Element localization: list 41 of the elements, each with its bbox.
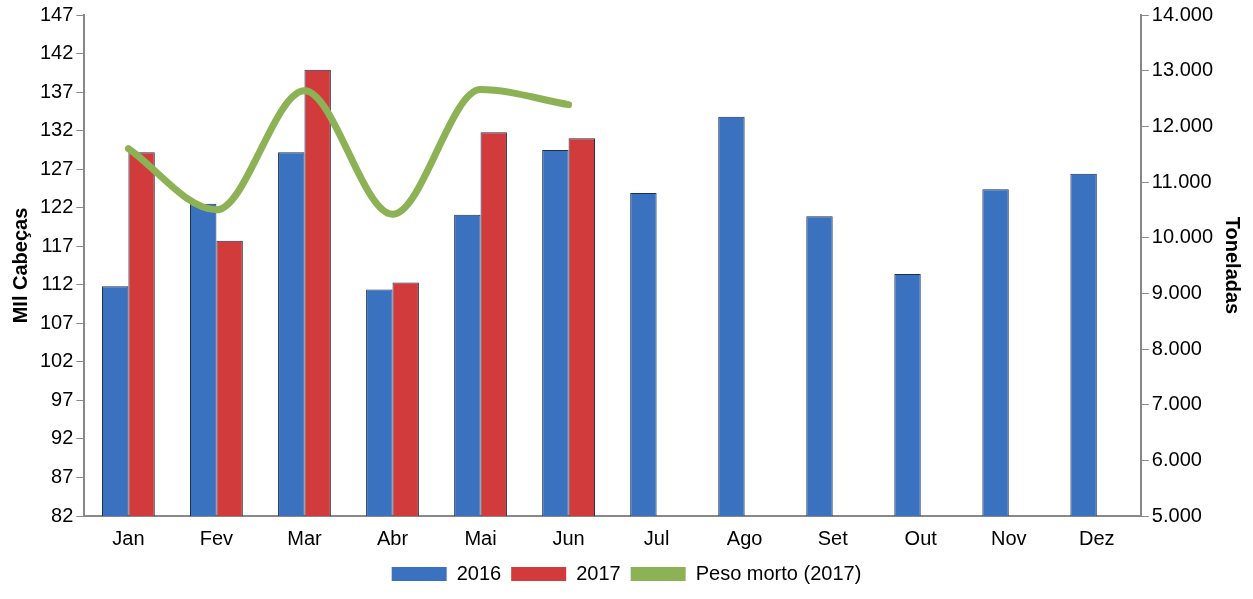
x-tick-label: Fev bbox=[199, 526, 234, 549]
legend-label: 2017 bbox=[576, 561, 621, 584]
x-tick-label: Jan bbox=[112, 526, 145, 549]
x-tick-label: Ago bbox=[726, 526, 763, 549]
x-tick-label: Jun bbox=[552, 526, 585, 549]
y-axis-title: MIl Cabeças bbox=[8, 207, 31, 324]
y-tick-label: 97 bbox=[51, 387, 74, 410]
x-tick-label: Out bbox=[904, 526, 938, 549]
x-tick-label: Abr bbox=[376, 526, 409, 549]
y-tick-label: 117 bbox=[41, 233, 74, 256]
y-tick-label: 137 bbox=[39, 79, 74, 102]
x-tick-label: Jul bbox=[643, 526, 670, 549]
y2-tick-label: 11.000 bbox=[1151, 169, 1212, 192]
y2-tick-label: 8.000 bbox=[1151, 336, 1202, 359]
y-tick-label: 147 bbox=[39, 2, 74, 25]
y-tick-label: 82 bbox=[51, 503, 74, 526]
x-tick-label: Set bbox=[817, 526, 849, 549]
y2-tick-label: 5.000 bbox=[1151, 503, 1202, 526]
y-tick-label: 92 bbox=[51, 426, 74, 449]
x-tick-label: Mar bbox=[287, 526, 323, 549]
legend-label: Peso morto (2017) bbox=[695, 561, 862, 584]
y-tick-label: 112 bbox=[41, 272, 74, 295]
y2-axis-title: Toneladas bbox=[1222, 216, 1245, 315]
legend-label: 2016 bbox=[456, 561, 502, 584]
y2-tick-label: 6.000 bbox=[1151, 447, 1202, 470]
y-tick-label: 87 bbox=[51, 464, 74, 487]
y2-tick-label: 14.000 bbox=[1151, 2, 1213, 25]
y-tick-label: 142 bbox=[39, 41, 74, 64]
y-tick-label: 127 bbox=[39, 156, 74, 179]
x-tick-label: Dez bbox=[1079, 526, 1115, 549]
y2-tick-label: 9.000 bbox=[1151, 280, 1202, 303]
x-tick-label: Nov bbox=[990, 526, 1027, 549]
y2-tick-label: 12.000 bbox=[1151, 113, 1213, 136]
y2-tick-label: 13.000 bbox=[1151, 58, 1213, 81]
y-tick-label: 132 bbox=[39, 118, 74, 141]
x-tick-label: Mai bbox=[464, 526, 497, 549]
y-tick-label: 102 bbox=[39, 349, 74, 372]
y-tick-label: 107 bbox=[39, 310, 74, 333]
y2-tick-label: 10.000 bbox=[1151, 225, 1213, 248]
y2-tick-label: 7.000 bbox=[1151, 392, 1202, 415]
y-tick-label: 122 bbox=[39, 195, 74, 218]
